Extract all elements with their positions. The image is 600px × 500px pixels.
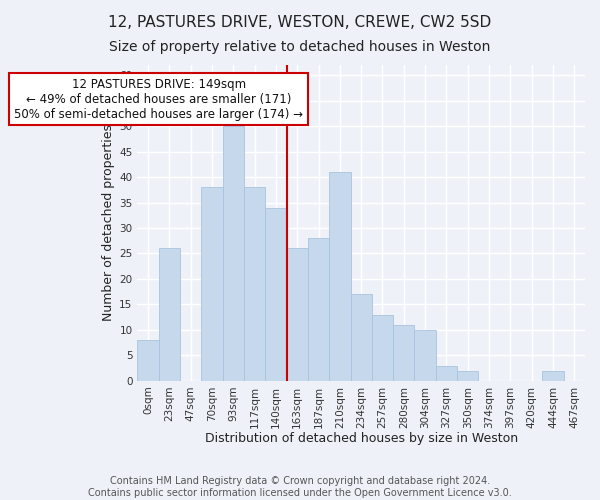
Bar <box>393 325 415 381</box>
Text: Size of property relative to detached houses in Weston: Size of property relative to detached ho… <box>109 40 491 54</box>
Bar <box>287 248 308 381</box>
Text: 12, PASTURES DRIVE, WESTON, CREWE, CW2 5SD: 12, PASTURES DRIVE, WESTON, CREWE, CW2 5… <box>109 15 491 30</box>
Bar <box>244 188 265 381</box>
Bar <box>350 294 372 381</box>
Bar <box>137 340 158 381</box>
Y-axis label: Number of detached properties: Number of detached properties <box>102 124 115 322</box>
Bar <box>223 126 244 381</box>
Text: Contains HM Land Registry data © Crown copyright and database right 2024.
Contai: Contains HM Land Registry data © Crown c… <box>88 476 512 498</box>
X-axis label: Distribution of detached houses by size in Weston: Distribution of detached houses by size … <box>205 432 518 445</box>
Bar <box>415 330 436 381</box>
Bar <box>265 208 287 381</box>
Bar <box>436 366 457 381</box>
Bar <box>372 314 393 381</box>
Bar <box>158 248 180 381</box>
Bar <box>202 188 223 381</box>
Text: 12 PASTURES DRIVE: 149sqm
← 49% of detached houses are smaller (171)
50% of semi: 12 PASTURES DRIVE: 149sqm ← 49% of detac… <box>14 78 303 120</box>
Bar <box>329 172 350 381</box>
Bar <box>308 238 329 381</box>
Bar <box>542 370 563 381</box>
Bar <box>457 370 478 381</box>
